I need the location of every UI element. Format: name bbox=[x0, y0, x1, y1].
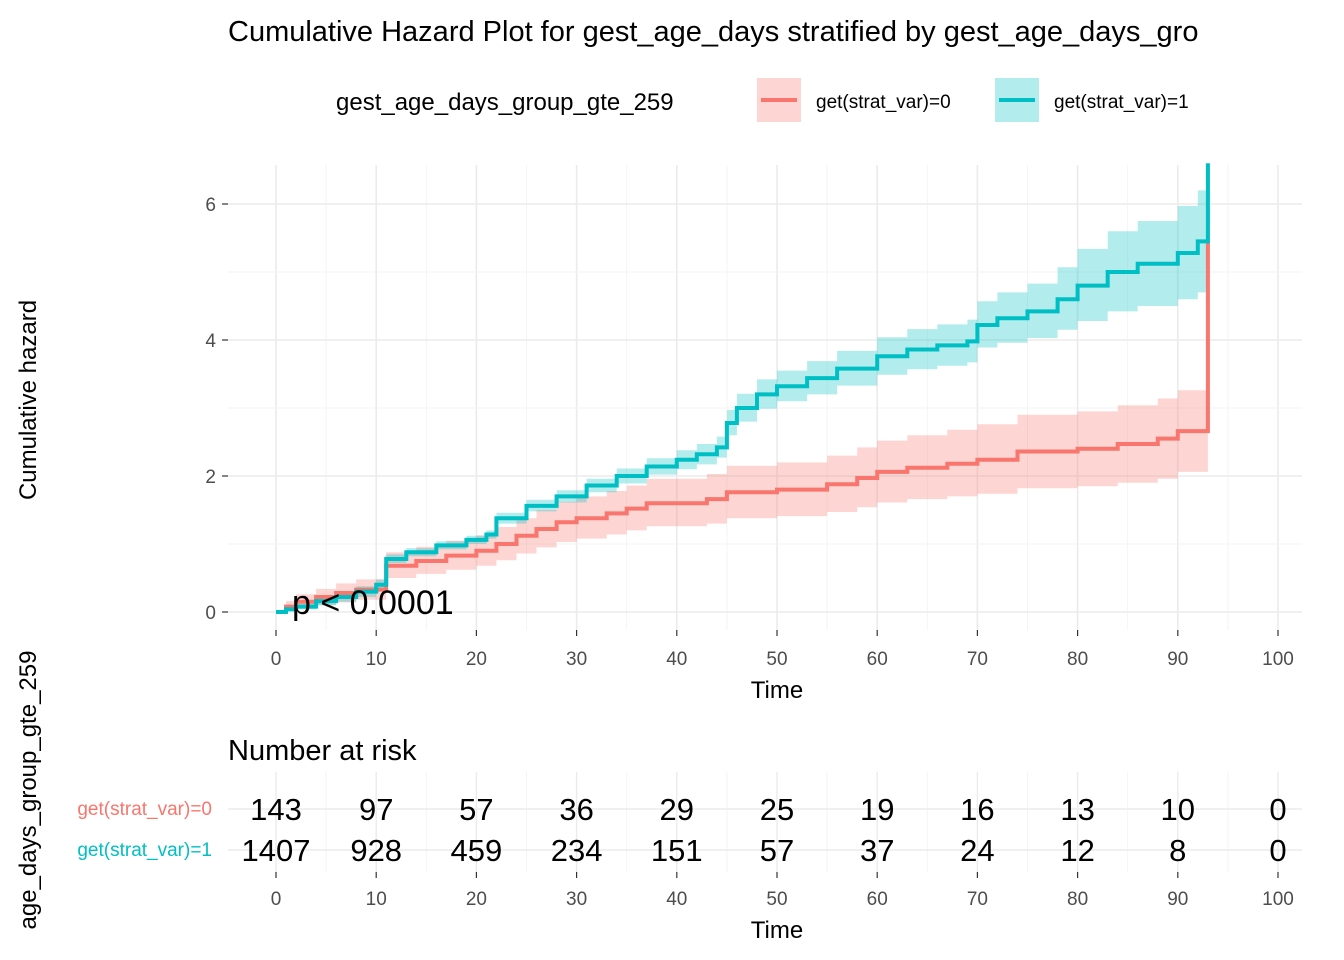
risk-x-tick-label: 0 bbox=[271, 889, 282, 910]
chart-title: Cumulative Hazard Plot for gest_age_days… bbox=[228, 16, 1198, 48]
x-tick-label: 0 bbox=[271, 649, 282, 670]
risk-x-tick-label: 80 bbox=[1067, 889, 1088, 910]
hazard-line-1 bbox=[276, 163, 1210, 614]
main-grid bbox=[228, 165, 1302, 630]
risk-count: 19 bbox=[860, 792, 894, 827]
risk-count: 234 bbox=[551, 833, 603, 868]
risk-table-x-label: Time bbox=[751, 917, 803, 944]
risk-table-y-label: age_days_group_gte_259 bbox=[15, 651, 42, 930]
risk-count: 16 bbox=[960, 792, 994, 827]
legend-item-0: get(strat_var)=0 bbox=[757, 78, 951, 122]
x-tick-label: 10 bbox=[366, 649, 387, 670]
risk-strata-label: get(strat_var)=0 bbox=[77, 799, 212, 820]
x-axis-ticks: 0 10 20 30 40 50 60 70 80 90 100 bbox=[271, 630, 1294, 670]
legend: gest_age_days_group_gte_259 get(strat_va… bbox=[336, 78, 1189, 122]
confidence-bands bbox=[276, 190, 1208, 612]
risk-count: 12 bbox=[1060, 833, 1094, 868]
risk-x-tick-label: 50 bbox=[766, 889, 787, 910]
risk-table: get(strat_var)=0 143 97 57 36 29 25 19 16 13 10 0 ge… bbox=[77, 792, 1286, 868]
risk-x-tick-label: 10 bbox=[366, 889, 387, 910]
legend-label-1: get(strat_var)=1 bbox=[1054, 92, 1189, 113]
risk-count: 0 bbox=[1269, 792, 1286, 827]
risk-count: 57 bbox=[760, 833, 794, 868]
hazard-lines bbox=[276, 163, 1210, 614]
confidence-band-0 bbox=[276, 390, 1208, 612]
risk-count: 24 bbox=[960, 833, 994, 868]
risk-x-tick-label: 70 bbox=[967, 889, 988, 910]
x-tick-label: 40 bbox=[666, 649, 687, 670]
y-tick-label: 6 bbox=[205, 195, 216, 216]
risk-strata-label: get(strat_var)=1 bbox=[77, 840, 212, 861]
risk-x-tick-label: 60 bbox=[867, 889, 888, 910]
hazard-line-0 bbox=[276, 241, 1210, 614]
risk-count: 25 bbox=[760, 792, 794, 827]
y-tick-label: 4 bbox=[205, 331, 216, 352]
x-tick-label: 30 bbox=[566, 649, 587, 670]
legend-title: gest_age_days_group_gte_259 bbox=[336, 89, 674, 116]
x-tick-label: 90 bbox=[1167, 649, 1188, 670]
risk-table-x-ticks: 0 10 20 30 40 50 60 70 80 90 100 bbox=[271, 872, 1294, 910]
confidence-band-1 bbox=[276, 190, 1208, 612]
risk-x-tick-label: 90 bbox=[1167, 889, 1188, 910]
risk-count: 10 bbox=[1161, 792, 1195, 827]
x-tick-label: 100 bbox=[1262, 649, 1294, 670]
risk-count: 37 bbox=[860, 833, 894, 868]
risk-count: 13 bbox=[1060, 792, 1094, 827]
risk-x-tick-label: 30 bbox=[566, 889, 587, 910]
risk-x-tick-label: 40 bbox=[666, 889, 687, 910]
risk-count: 143 bbox=[250, 792, 302, 827]
x-tick-label: 50 bbox=[766, 649, 787, 670]
p-value-annotation: p < 0.0001 bbox=[292, 584, 454, 622]
risk-count: 29 bbox=[660, 792, 694, 827]
x-tick-label: 70 bbox=[967, 649, 988, 670]
risk-x-tick-label: 20 bbox=[466, 889, 487, 910]
risk-table-title: Number at risk bbox=[228, 735, 417, 767]
risk-table-grid bbox=[228, 772, 1302, 872]
x-tick-label: 60 bbox=[867, 649, 888, 670]
risk-count: 97 bbox=[359, 792, 393, 827]
x-tick-label: 80 bbox=[1067, 649, 1088, 670]
y-tick-label: 2 bbox=[205, 467, 216, 488]
y-tick-label: 0 bbox=[205, 603, 216, 624]
risk-count: 151 bbox=[651, 833, 703, 868]
risk-x-tick-label: 100 bbox=[1262, 889, 1294, 910]
legend-item-1: get(strat_var)=1 bbox=[995, 78, 1189, 122]
risk-count: 0 bbox=[1269, 833, 1286, 868]
risk-count: 36 bbox=[559, 792, 593, 827]
risk-count: 57 bbox=[459, 792, 493, 827]
risk-count: 1407 bbox=[242, 833, 311, 868]
risk-count: 459 bbox=[451, 833, 503, 868]
x-tick-label: 20 bbox=[466, 649, 487, 670]
x-axis-label: Time bbox=[751, 677, 803, 704]
legend-label-0: get(strat_var)=0 bbox=[816, 92, 951, 113]
y-axis-ticks: 0 2 4 6 bbox=[205, 195, 228, 624]
risk-count: 8 bbox=[1169, 833, 1186, 868]
risk-count: 928 bbox=[350, 833, 402, 868]
y-axis-label: Cumulative hazard bbox=[15, 300, 42, 500]
